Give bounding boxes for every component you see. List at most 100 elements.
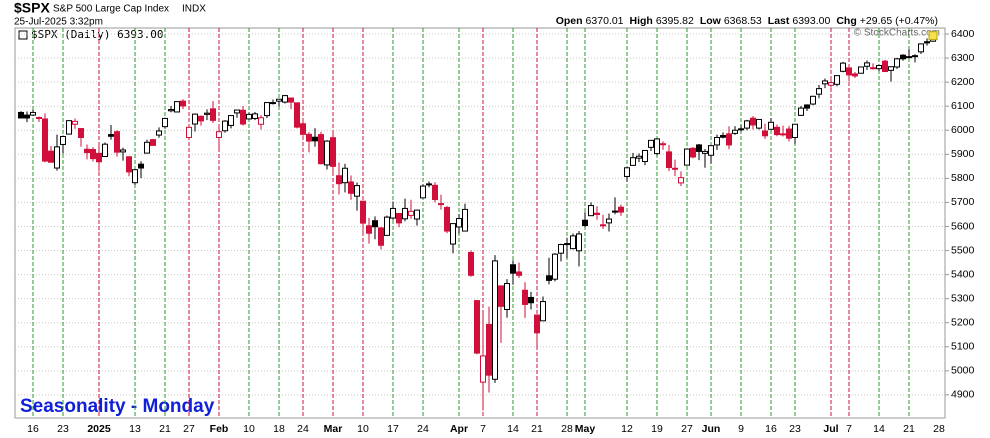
quote: Open 6370.01 High 6395.82 Low 6368.53 Last 6393…	[556, 15, 938, 27]
symbol: $SPX	[14, 0, 50, 16]
candle-body	[684, 148, 690, 166]
candle-body	[858, 66, 864, 74]
candle-body	[906, 56, 912, 59]
legend: $SPX (Daily) 6393.00	[31, 28, 163, 41]
candle-body	[918, 43, 924, 53]
x-tick-label: 18	[273, 423, 285, 435]
candle-body	[198, 115, 204, 122]
candle-body	[138, 163, 144, 169]
candle-body	[204, 112, 210, 115]
quote-value: +29.65 (+0.47%)	[860, 15, 938, 27]
candle-body	[780, 133, 786, 136]
x-tick-label: Feb	[210, 423, 229, 435]
candle-body	[300, 123, 306, 135]
candle-body	[834, 75, 840, 85]
candle-body	[312, 136, 318, 142]
x-tick-label: 14	[873, 423, 885, 435]
candle-body	[510, 264, 516, 274]
x-tick-label: 24	[417, 423, 429, 435]
candle-body	[258, 117, 264, 125]
candle-body	[570, 235, 576, 250]
candle-body	[276, 98, 282, 102]
candle-body	[546, 275, 552, 281]
candle-body	[378, 227, 384, 246]
candle-body	[540, 301, 546, 322]
candle-body	[438, 203, 444, 206]
candle-body	[234, 109, 240, 114]
candle-body	[666, 151, 672, 169]
candle-body	[762, 130, 768, 137]
candle-body	[450, 223, 456, 245]
candle-body	[528, 296, 534, 304]
candle-body	[288, 97, 294, 103]
x-tick-label: 27	[183, 423, 195, 435]
x-tick-label: 28	[561, 423, 573, 435]
candle-body	[582, 219, 588, 227]
x-tick-label: 19	[651, 423, 663, 435]
candle-body	[144, 141, 150, 154]
y-tick-label: 6200	[951, 76, 975, 88]
timestamp: 25-Jul-2025 3:32pm	[14, 17, 103, 28]
candle-body	[420, 185, 426, 199]
candle-body	[18, 111, 24, 119]
candle-body	[90, 148, 96, 160]
candle-body	[516, 271, 522, 276]
candle-body	[216, 131, 222, 138]
candle-body	[66, 120, 72, 135]
quote-value: 6395.82	[656, 15, 694, 27]
annotation: Seasonality - Monday	[20, 396, 215, 417]
candle-body	[336, 175, 342, 185]
candle-body	[270, 102, 276, 105]
candle-body	[468, 251, 474, 276]
candle-body	[48, 150, 54, 163]
candle-body	[210, 108, 216, 121]
candle-body	[132, 169, 138, 184]
candle-body	[606, 218, 612, 224]
x-tick-label: 23	[789, 423, 801, 435]
quote-value: 6368.53	[724, 15, 762, 27]
candle-body	[414, 209, 420, 220]
candle-body	[660, 143, 666, 146]
candle-body	[864, 62, 870, 67]
candle-body	[360, 200, 366, 224]
candle-body	[642, 149, 648, 163]
y-tick-label: 5000	[951, 365, 975, 377]
candle-body	[342, 167, 348, 184]
candle-body	[168, 109, 174, 112]
candle-body	[192, 113, 198, 125]
candle-body	[870, 67, 876, 70]
candle-body	[672, 167, 678, 170]
candle-body	[810, 95, 816, 105]
candle-body	[726, 133, 732, 146]
candle-body	[102, 143, 108, 157]
candle-body	[702, 150, 708, 154]
candle-body	[150, 139, 156, 146]
candle-body	[228, 115, 234, 126]
candle-body	[324, 140, 330, 166]
x-tick-label: Mar	[324, 423, 343, 435]
x-tick-label: 12	[621, 423, 633, 435]
candle-body	[84, 148, 90, 154]
y-tick-label: 4900	[951, 389, 975, 401]
candle-body	[366, 225, 372, 234]
y-tick-label: 5600	[951, 220, 975, 232]
quote-label: Last	[768, 15, 790, 27]
candle-body	[282, 95, 288, 103]
candle-body	[426, 183, 432, 186]
candle-body	[816, 88, 822, 95]
candle-body	[558, 244, 564, 254]
y-tick-label: 6100	[951, 100, 975, 112]
index-name: S&P 500 Large Cap Index	[53, 4, 169, 15]
candle-body	[246, 113, 252, 120]
candle-body	[924, 41, 930, 44]
candle-body	[402, 207, 408, 220]
quote-label: Low	[700, 15, 722, 27]
candle-body	[318, 134, 324, 165]
candle-body	[534, 314, 540, 334]
candle-body	[24, 114, 30, 119]
x-tick-label: 10	[243, 423, 255, 435]
quote-label: Chg	[836, 15, 856, 27]
candle-body	[480, 355, 486, 383]
candle-body	[696, 144, 702, 152]
